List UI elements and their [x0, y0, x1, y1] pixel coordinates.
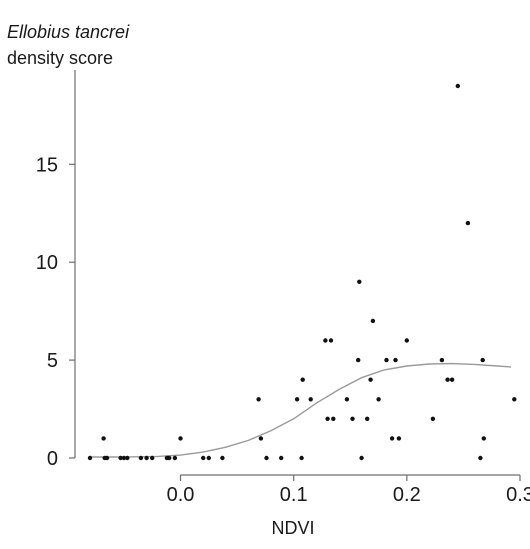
y-tick-label: 0: [47, 448, 58, 470]
data-point: [87, 455, 93, 461]
points-layer: [87, 83, 517, 461]
data-point: [389, 436, 395, 441]
data-point: [368, 377, 373, 382]
y-tick-label: 10: [36, 252, 58, 274]
data-point: [478, 455, 483, 461]
data-point: [384, 357, 389, 363]
data-point: [118, 455, 123, 461]
data-point: [393, 357, 398, 363]
data-point: [370, 318, 376, 324]
data-point: [445, 377, 450, 382]
axes: 0 5 10 15 0.0 0.1 0.2 0.3: [36, 70, 530, 506]
data-point: [350, 416, 355, 421]
data-point: [328, 338, 334, 343]
data-point: [365, 416, 370, 421]
data-point: [480, 357, 485, 363]
data-point: [308, 397, 313, 402]
data-point: [344, 397, 350, 402]
smooth-curve-layer: [90, 362, 511, 458]
data-point: [279, 455, 284, 461]
x-tick-label: 0.1: [280, 484, 308, 506]
data-point: [220, 455, 225, 461]
y-axis-label-line2: density score: [7, 48, 113, 68]
data-point: [101, 436, 106, 441]
data-point: [465, 220, 471, 226]
data-point: [150, 455, 155, 461]
data-point: [404, 338, 409, 343]
data-point: [138, 455, 144, 461]
data-point: [167, 455, 172, 461]
data-point: [512, 397, 517, 402]
x-tick-label: 0.3: [506, 484, 530, 506]
data-point: [331, 416, 336, 421]
data-point: [256, 397, 261, 402]
data-point: [201, 455, 206, 461]
data-point: [300, 377, 305, 382]
data-point: [325, 416, 330, 421]
data-point: [323, 338, 328, 343]
data-point: [299, 455, 304, 461]
data-point: [125, 455, 130, 461]
data-point: [264, 455, 269, 461]
y-tick-label: 5: [47, 350, 58, 372]
data-point: [359, 455, 364, 461]
data-point: [396, 436, 402, 441]
data-point: [104, 455, 110, 461]
data-point: [430, 416, 436, 421]
y-axis-label-line1: Ellobius tancrei: [7, 22, 130, 42]
data-point: [206, 455, 211, 461]
data-point: [449, 377, 455, 382]
data-point: [357, 279, 362, 284]
data-point: [455, 83, 460, 89]
data-point: [294, 397, 300, 402]
x-tick-label: 0.0: [167, 484, 195, 506]
data-point: [144, 455, 149, 461]
y-tick-label: 15: [36, 154, 58, 176]
data-point: [356, 357, 361, 363]
smooth-curve: [90, 362, 511, 458]
data-point: [439, 357, 445, 363]
data-point: [376, 397, 381, 402]
data-point: [178, 436, 183, 441]
data-point: [121, 455, 127, 461]
x-tick-label: 0.2: [393, 484, 421, 506]
data-point: [481, 436, 486, 441]
data-point: [172, 455, 178, 461]
data-point: [258, 436, 264, 441]
x-axis-label: NDVI: [271, 518, 314, 538]
